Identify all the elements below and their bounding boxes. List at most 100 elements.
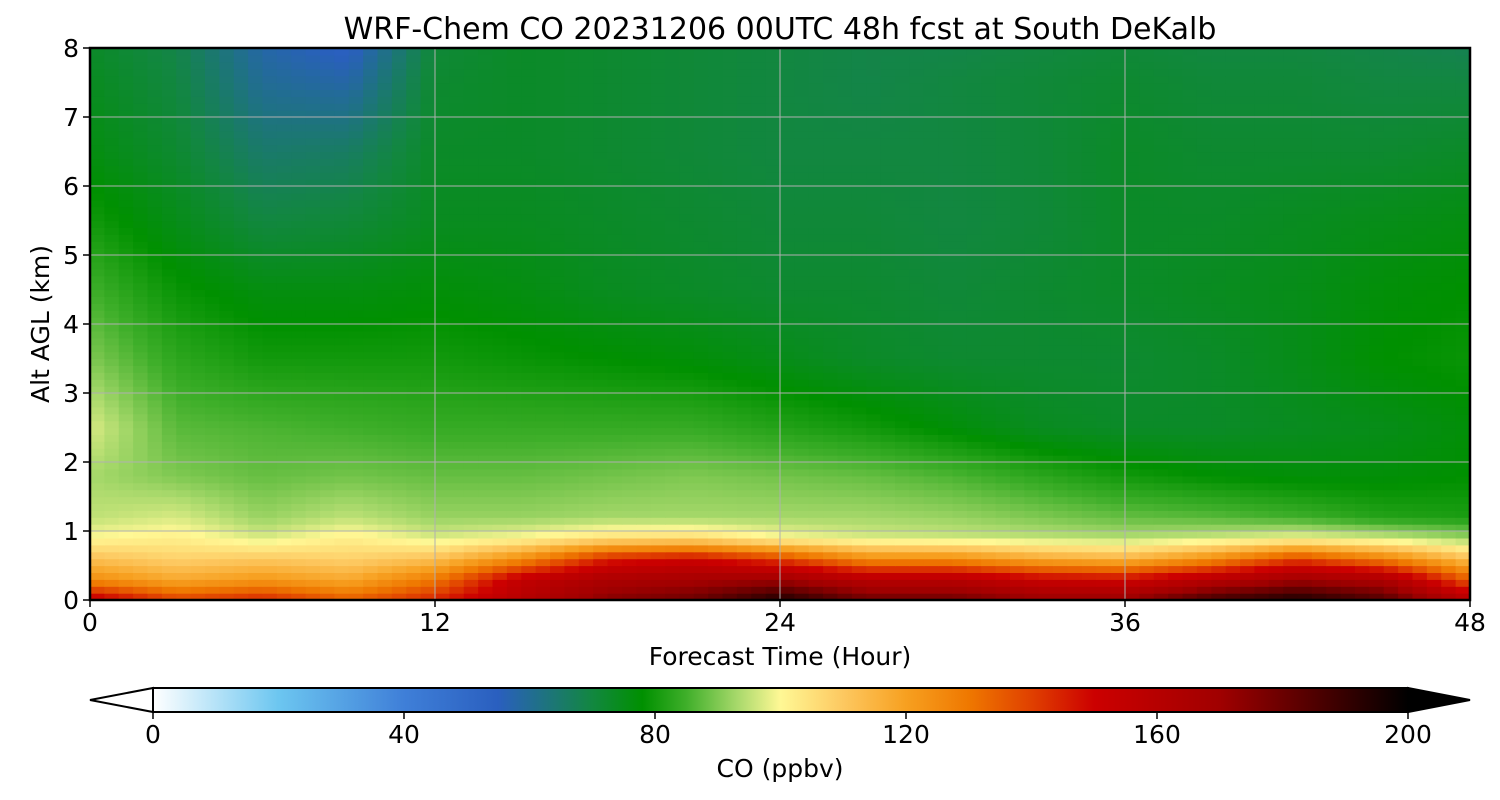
heatmap-cell: [621, 324, 637, 332]
heatmap-cell: [305, 544, 321, 553]
heatmap-cell: [133, 282, 149, 291]
heatmap-cell: [550, 579, 565, 587]
heatmap-cell: [1153, 365, 1169, 373]
heatmap-cell: [1340, 544, 1356, 553]
heatmap-cell: [823, 337, 839, 346]
heatmap-cell: [463, 427, 479, 435]
heatmap-cell: [1455, 406, 1471, 415]
heatmap-cell: [1139, 427, 1155, 435]
heatmap-cell: [262, 248, 278, 256]
heatmap-cell: [248, 372, 264, 380]
heatmap-cell: [506, 330, 522, 339]
heatmap-cell: [133, 475, 149, 484]
heatmap-cell: [334, 524, 350, 532]
heatmap-cell: [161, 579, 177, 587]
heatmap-cell: [607, 558, 623, 567]
heatmap-cell: [1240, 268, 1255, 277]
heatmap-cell: [248, 496, 264, 504]
heatmap-cell: [1426, 296, 1442, 304]
heatmap-cell: [880, 455, 896, 463]
heatmap-cell: [679, 324, 695, 332]
heatmap-cell: [104, 489, 120, 498]
heatmap-cell: [866, 579, 882, 587]
heatmap-cell: [751, 255, 767, 263]
heatmap-cell: [636, 586, 652, 594]
heatmap-cell: [621, 489, 637, 498]
heatmap-cell: [506, 593, 522, 601]
heatmap-cell: [1369, 289, 1385, 297]
heatmap-cell: [966, 296, 982, 304]
heatmap-cell: [1153, 324, 1169, 332]
heatmap-cell: [463, 358, 479, 366]
heatmap-cell: [895, 351, 910, 360]
heatmap-cell: [521, 427, 537, 435]
heatmap-cell: [765, 372, 781, 380]
heatmap-cell: [722, 427, 738, 435]
heatmap-cell: [794, 393, 810, 401]
heatmap-cell: [248, 296, 264, 304]
heatmap-cell: [463, 393, 479, 401]
heatmap-cell: [981, 517, 997, 525]
heatmap-cell: [463, 482, 479, 491]
heatmap-cell: [909, 434, 925, 442]
heatmap-cell: [1426, 351, 1442, 360]
heatmap-cell: [1240, 379, 1255, 387]
heatmap-cell: [449, 489, 465, 498]
heatmap-cell: [118, 551, 134, 560]
heatmap-cell: [1455, 593, 1471, 601]
heatmap-cell: [1182, 379, 1198, 387]
heatmap-cell: [377, 524, 393, 532]
heatmap-cell: [736, 386, 752, 394]
heatmap-cell: [966, 524, 982, 532]
heatmap-cell: [665, 496, 680, 504]
heatmap-cell: [248, 324, 264, 332]
heatmap-cell: [219, 462, 235, 470]
heatmap-cell: [751, 275, 767, 284]
heatmap-cell: [377, 593, 393, 601]
heatmap-cell: [722, 241, 738, 249]
heatmap-cell: [262, 413, 278, 422]
heatmap-cell: [808, 524, 824, 532]
heatmap-cell: [1139, 579, 1155, 587]
heatmap-cell: [1196, 344, 1212, 353]
heatmap-cell: [1369, 351, 1385, 360]
heatmap-cell: [665, 579, 680, 587]
heatmap-cell: [966, 344, 982, 353]
heatmap-cell: [578, 586, 594, 594]
heatmap-cell: [363, 358, 379, 366]
heatmap-cell: [492, 593, 508, 601]
heatmap-cell: [1426, 593, 1442, 601]
heatmap-cell: [320, 330, 335, 339]
heatmap-cell: [248, 455, 264, 463]
heatmap-cell: [406, 427, 422, 435]
heatmap-cell: [176, 572, 192, 580]
heatmap-cell: [305, 503, 321, 511]
heatmap-cell: [435, 344, 450, 353]
heatmap-cell: [248, 268, 264, 277]
heatmap-cell: [1225, 544, 1241, 553]
heatmap-cell: [966, 565, 982, 573]
heatmap-cell: [621, 496, 637, 504]
heatmap-cell: [463, 255, 479, 263]
heatmap-cell: [463, 468, 479, 477]
heatmap-cell: [1010, 351, 1025, 360]
heatmap-cell: [1355, 551, 1370, 560]
heatmap-cell: [578, 420, 594, 429]
heatmap-cell: [866, 351, 882, 360]
heatmap-cell: [348, 282, 364, 291]
heatmap-cell: [966, 448, 982, 456]
heatmap-cell: [1297, 503, 1313, 511]
heatmap-cell: [449, 379, 465, 387]
heatmap-cell: [1254, 489, 1270, 498]
heatmap-cell: [463, 241, 479, 249]
heatmap-cell: [521, 275, 537, 284]
heatmap-cell: [665, 248, 680, 256]
heatmap-cell: [1441, 386, 1457, 394]
heatmap-cell: [176, 448, 192, 456]
heatmap-cell: [1024, 386, 1040, 394]
heatmap-cell: [535, 310, 551, 318]
heatmap-cell: [1383, 358, 1399, 366]
heatmap-cell: [1412, 330, 1428, 339]
heatmap-cell: [219, 282, 235, 291]
heatmap-cell: [823, 537, 839, 546]
